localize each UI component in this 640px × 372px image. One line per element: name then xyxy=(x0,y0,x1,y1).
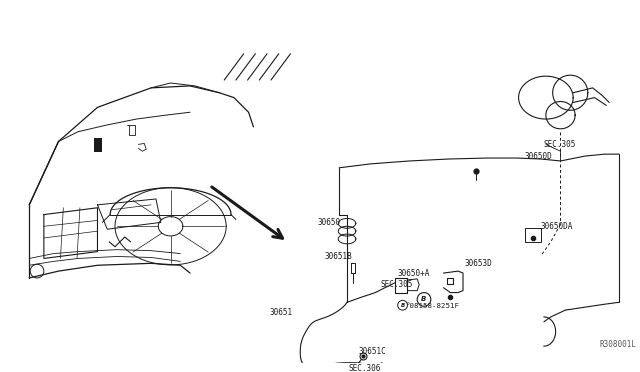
Text: SEC.305: SEC.305 xyxy=(544,140,576,149)
Text: 30650D: 30650D xyxy=(524,152,552,161)
Text: 30651C: 30651C xyxy=(358,347,387,356)
Text: B: B xyxy=(401,303,404,308)
Text: 30650: 30650 xyxy=(317,218,340,227)
Text: °08158-8251F: °08158-8251F xyxy=(406,303,460,309)
Text: 30651B: 30651B xyxy=(324,252,353,261)
Text: SEC.306: SEC.306 xyxy=(349,364,381,372)
Text: 30653D: 30653D xyxy=(465,259,493,268)
Text: 30651: 30651 xyxy=(269,308,292,317)
Bar xyxy=(525,228,541,242)
Text: R308001L: R308001L xyxy=(600,340,637,349)
Text: B: B xyxy=(421,296,427,302)
Text: 30650+A: 30650+A xyxy=(397,269,430,278)
Text: 30650DA: 30650DA xyxy=(540,222,572,231)
Text: SEC.305: SEC.305 xyxy=(380,280,413,289)
